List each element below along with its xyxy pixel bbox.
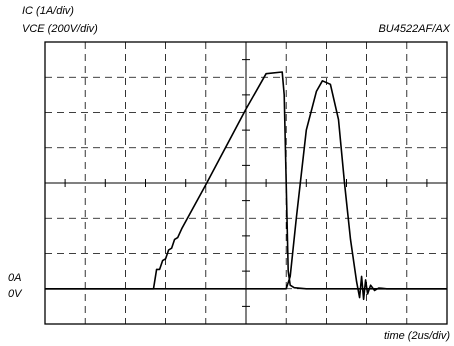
ic-scale-label: IC (1A/div)	[22, 5, 74, 17]
traces	[45, 71, 447, 301]
trace-ic	[45, 71, 447, 290]
device-model-label: BU4522AF/AX	[378, 23, 450, 35]
grid	[45, 42, 447, 324]
vce-zero-label: 0V	[8, 288, 22, 300]
ic-zero-label: 0A	[8, 272, 22, 284]
trace-vce	[45, 80, 447, 301]
vce-scale-label: VCE (200V/div)	[22, 23, 98, 35]
x-axis-label: time (2us/div)	[383, 330, 450, 342]
center-axis-ticks	[45, 42, 447, 324]
plot-frame	[44, 41, 448, 325]
